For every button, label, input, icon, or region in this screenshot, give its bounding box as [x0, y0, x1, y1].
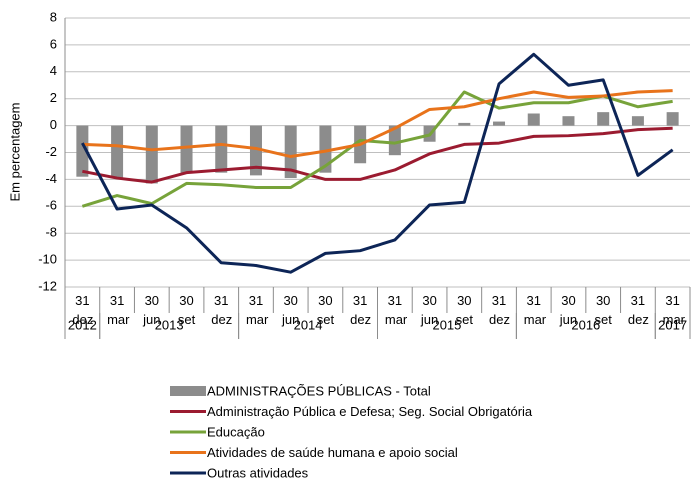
- y-tick-label: -12: [38, 278, 57, 293]
- legend-swatch: [170, 386, 206, 396]
- bar: [388, 125, 401, 156]
- bar: [631, 116, 644, 126]
- bar: [319, 125, 332, 173]
- x-tick-label: 30 set: [455, 293, 473, 327]
- x-tick-label: 30 jun: [420, 293, 439, 327]
- bar: [249, 125, 262, 176]
- x-group-label: 2013: [155, 317, 184, 332]
- bar: [666, 112, 679, 126]
- bar: [597, 112, 610, 126]
- legend-label: ADMINISTRAÇÕES PÚBLICAS - Total: [207, 383, 431, 398]
- bar: [111, 125, 124, 179]
- legend-label: Administração Pública e Defesa; Seg. Soc…: [207, 404, 533, 419]
- legend-label: Outras atividades: [207, 465, 309, 480]
- bar: [458, 122, 471, 126]
- x-tick-label: 30 set: [177, 293, 196, 327]
- bar: [76, 125, 89, 177]
- bar: [527, 113, 540, 126]
- x-group-label: 2016: [571, 317, 600, 332]
- bar: [215, 125, 228, 173]
- legend-label: Atividades de saúde humana e apoio socia…: [207, 445, 458, 460]
- x-tick-label: 31 dez: [211, 293, 233, 327]
- x-group-label: 2015: [432, 317, 461, 332]
- x-tick-label: 31 dez: [489, 293, 510, 327]
- line-series: [82, 126, 673, 184]
- y-tick-label: 0: [50, 117, 57, 132]
- y-tick-label: -10: [38, 252, 57, 267]
- y-tick-label: -4: [45, 171, 57, 186]
- x-tick-label: 30 jun: [282, 293, 300, 327]
- legend-label: Educação: [207, 424, 265, 439]
- line-series: [82, 89, 673, 159]
- y-tick-label: -2: [45, 144, 57, 159]
- x-tick-label: 30 set: [316, 293, 335, 327]
- y-tick-label: -6: [45, 198, 57, 213]
- x-group-label: 2014: [294, 317, 323, 332]
- y-tick-label: 8: [50, 9, 57, 24]
- y-tick-label: 4: [50, 63, 57, 78]
- y-tick-label: 2: [50, 90, 57, 105]
- line-series: [81, 90, 673, 208]
- x-tick-label: 30 jun: [559, 293, 578, 327]
- bar: [562, 116, 575, 126]
- bar: [180, 125, 193, 173]
- bar: [493, 121, 506, 126]
- x-tick-label: 31 dez: [350, 293, 372, 327]
- x-tick-label: 31 mar: [107, 293, 130, 327]
- x-tick-label: 30 set: [594, 293, 612, 327]
- x-group-label: 2017: [658, 317, 687, 332]
- bar: [145, 125, 158, 184]
- y-tick-label: 6: [50, 36, 57, 51]
- y-axis-title: Em percentagem: [7, 103, 22, 202]
- y-tick-label: -8: [45, 225, 57, 240]
- bar: [284, 125, 297, 179]
- x-group-label: 2012: [68, 317, 97, 332]
- line-series: [81, 52, 674, 274]
- x-tick-label: 31 mar: [245, 293, 269, 327]
- x-tick-label: 31 mar: [662, 293, 686, 327]
- x-tick-label: 30 jun: [143, 293, 161, 327]
- x-tick-label: 31 mar: [384, 293, 408, 327]
- x-tick-label: 31 mar: [523, 293, 547, 327]
- x-tick-label: 31 dez: [627, 293, 649, 327]
- x-tick-label: 31 dez: [72, 293, 94, 327]
